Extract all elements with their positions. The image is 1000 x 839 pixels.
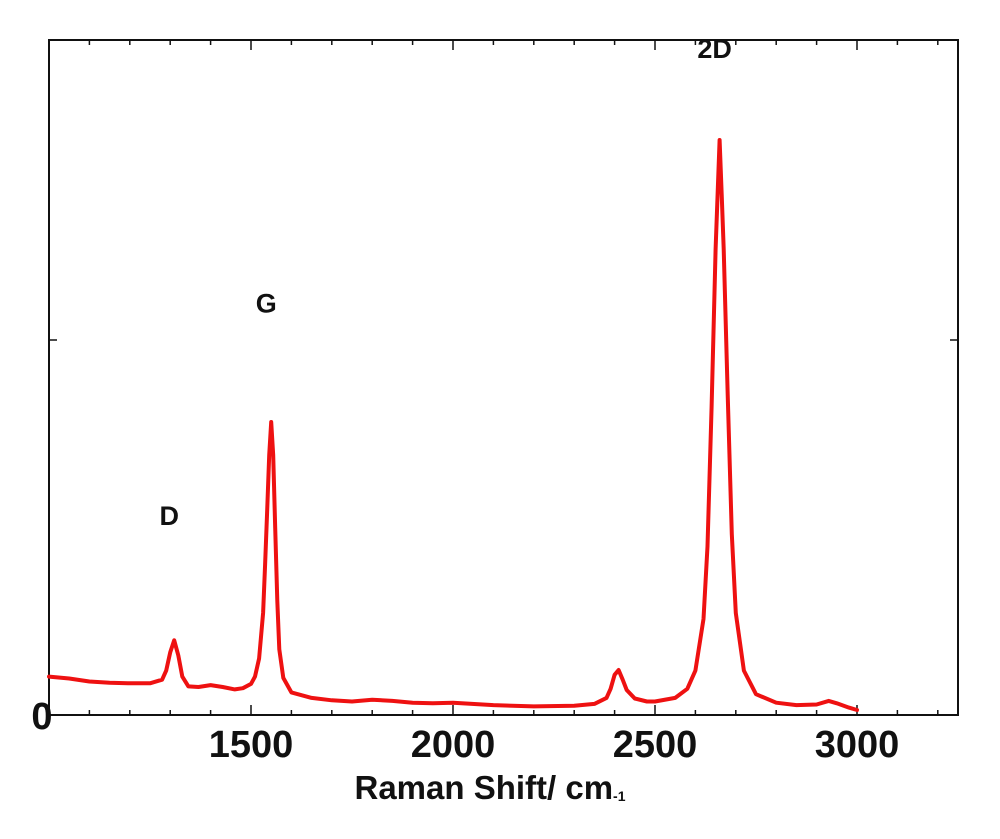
peak-label-2d: 2D bbox=[697, 34, 732, 64]
peak-label-d: D bbox=[159, 501, 179, 531]
peak-label-g: G bbox=[256, 289, 277, 319]
plot-frame bbox=[48, 39, 959, 716]
x-axis-title-superscript: -1 bbox=[613, 788, 626, 804]
x-ticks bbox=[88, 40, 939, 715]
x-axis-title: Raman Shift/ cm-1 bbox=[354, 769, 625, 806]
x-tick-label-3000: 3000 bbox=[815, 724, 900, 766]
spectrum-line bbox=[47, 138, 859, 712]
x-tick-label-2000: 2000 bbox=[411, 724, 496, 766]
peak-labels: D G 2D bbox=[159, 34, 731, 531]
y-tick-label-zero: 0 bbox=[31, 696, 52, 738]
x-axis-title-text: Raman Shift/ cm bbox=[354, 769, 613, 806]
x-tick-label-1500: 1500 bbox=[209, 724, 294, 766]
x-tick-labels: 1500 2000 2500 3000 bbox=[209, 724, 900, 766]
x-tick-label-2500: 2500 bbox=[613, 724, 698, 766]
